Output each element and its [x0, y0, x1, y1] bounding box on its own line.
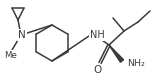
- Text: NH: NH: [90, 30, 105, 40]
- Text: NH₂: NH₂: [127, 59, 145, 67]
- Polygon shape: [109, 45, 123, 62]
- Text: O: O: [94, 65, 102, 75]
- Text: N: N: [18, 30, 26, 40]
- Text: Me: Me: [5, 50, 17, 60]
